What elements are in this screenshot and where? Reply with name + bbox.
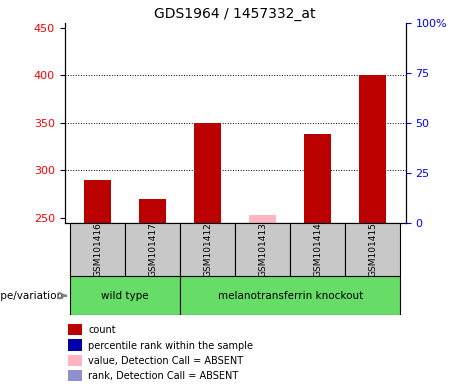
Bar bbox=[180, 223, 235, 276]
Text: GSM101417: GSM101417 bbox=[148, 222, 157, 277]
Bar bbox=[249, 215, 277, 223]
Text: genotype/variation: genotype/variation bbox=[0, 291, 64, 301]
Bar bbox=[84, 180, 111, 223]
Bar bbox=[194, 123, 221, 223]
Text: value, Detection Call = ABSENT: value, Detection Call = ABSENT bbox=[89, 356, 243, 366]
Bar bbox=[125, 223, 180, 276]
Bar bbox=[235, 223, 290, 276]
Bar bbox=[70, 276, 180, 315]
Title: GDS1964 / 1457332_at: GDS1964 / 1457332_at bbox=[154, 7, 316, 21]
Bar bbox=[345, 223, 400, 276]
Bar bbox=[70, 223, 125, 276]
Bar bbox=[68, 355, 82, 366]
Bar bbox=[68, 370, 82, 381]
Bar bbox=[290, 223, 345, 276]
Text: wild type: wild type bbox=[101, 291, 149, 301]
Text: GSM101412: GSM101412 bbox=[203, 222, 212, 277]
Bar bbox=[180, 276, 400, 315]
Text: GSM101414: GSM101414 bbox=[313, 222, 322, 277]
Text: GSM101416: GSM101416 bbox=[93, 222, 102, 277]
Bar bbox=[304, 134, 331, 223]
Text: rank, Detection Call = ABSENT: rank, Detection Call = ABSENT bbox=[89, 371, 239, 381]
Bar bbox=[139, 199, 166, 223]
Bar bbox=[68, 324, 82, 335]
Text: GSM101413: GSM101413 bbox=[258, 222, 267, 277]
Bar bbox=[359, 75, 386, 223]
Text: melanotransferrin knockout: melanotransferrin knockout bbox=[218, 291, 363, 301]
Bar bbox=[68, 339, 82, 351]
Text: count: count bbox=[89, 325, 116, 335]
Text: percentile rank within the sample: percentile rank within the sample bbox=[89, 341, 254, 351]
Text: GSM101415: GSM101415 bbox=[368, 222, 377, 277]
